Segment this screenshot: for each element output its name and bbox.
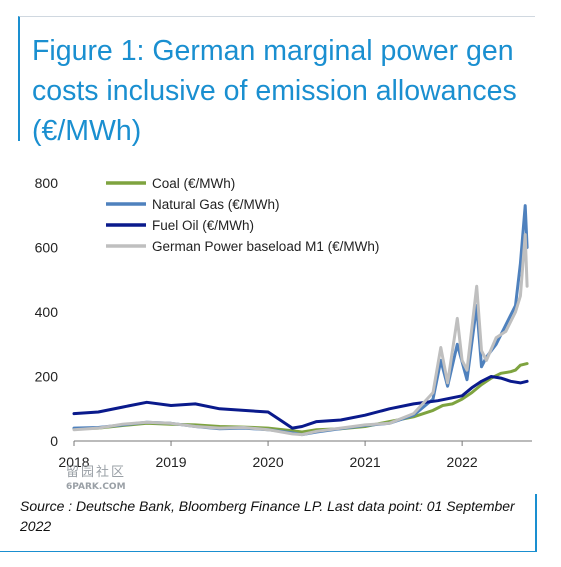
title-block: Figure 1: German marginal power gen cost… xyxy=(18,16,535,147)
legend-label: German Power baseload M1 (€/MWh) xyxy=(152,239,379,254)
y-tick-label: 800 xyxy=(35,175,59,191)
source-block: Source : Deutsche Bank, Bloomberg Financ… xyxy=(0,494,537,552)
watermark-sub: 6PARK.COM xyxy=(66,482,126,492)
y-tick-label: 400 xyxy=(35,304,59,320)
x-tick-label: 2020 xyxy=(252,454,283,470)
series-line-3 xyxy=(72,375,529,430)
y-tick-label: 600 xyxy=(35,240,59,256)
figure-title: Figure 1: German marginal power gen cost… xyxy=(32,35,517,147)
legend-label: Coal (€/MWh) xyxy=(152,176,235,191)
source-note: Source : Deutsche Bank, Bloomberg Financ… xyxy=(20,498,515,534)
legend-label: Natural Gas (€/MWh) xyxy=(152,197,280,212)
y-tick-label: 200 xyxy=(35,369,59,385)
watermark: 留园社区 6PARK.COM xyxy=(66,466,126,494)
x-tick-label: 2019 xyxy=(155,454,186,470)
y-tick-label: 0 xyxy=(50,433,58,449)
series-line-4 xyxy=(72,233,529,437)
line-chart: 0 200 400 600 800 2018 2019 2020 2021 2022 Coal (€… xyxy=(35,175,532,470)
x-tick-label: 2018 xyxy=(58,454,89,470)
x-tick-label: 2022 xyxy=(447,454,478,470)
legend-label: Fuel Oil (€/MWh) xyxy=(152,218,254,233)
x-tick-label: 2021 xyxy=(350,454,381,470)
watermark-text: 留园社区 xyxy=(66,465,127,480)
chart-area: 0 200 400 600 800 2018 2019 2020 2021 2022 Coal (€… xyxy=(0,165,561,495)
